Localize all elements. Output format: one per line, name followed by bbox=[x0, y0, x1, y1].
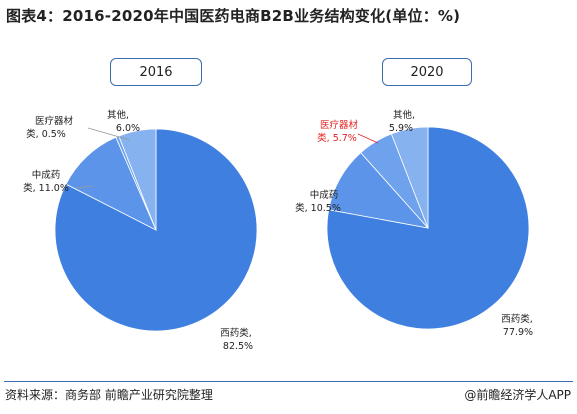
pie-2020-slice-3 bbox=[390, 126, 429, 229]
brand-credit: @前瞻经济学人APP bbox=[464, 388, 571, 402]
label-2020-western-name: 西药类, bbox=[501, 313, 533, 325]
label-2016-device-name: 医疗器材 bbox=[35, 115, 74, 127]
pie-title-2020: 2020 bbox=[382, 58, 472, 86]
label-2016-western-value: 82.5% bbox=[223, 341, 253, 352]
label-2016-other-value: 6.0% bbox=[116, 123, 140, 134]
leader-line-2020-device bbox=[357, 133, 379, 144]
label-2020-device-value: 类, 5.7% bbox=[317, 132, 357, 144]
pie-2020 bbox=[326, 126, 530, 330]
label-2020-tcm-name: 中成药 bbox=[310, 189, 339, 201]
label-2016-western-name: 西药类, bbox=[220, 327, 252, 339]
pie-2016-slice-3 bbox=[118, 128, 157, 231]
label-2016-other-name: 其他, bbox=[107, 109, 129, 121]
pie-title-2016: 2016 bbox=[110, 58, 202, 86]
pie-2016 bbox=[54, 128, 258, 332]
label-2020-other-name: 其他, bbox=[393, 109, 415, 121]
label-2016-tcm-value: 类, 11.0% bbox=[23, 182, 69, 194]
source-note: 资料来源：商务部 前瞻产业研究院整理 bbox=[5, 388, 213, 402]
label-2016-device-value: 类, 0.5% bbox=[26, 128, 66, 140]
leader-line-2016-tcm bbox=[75, 185, 94, 189]
label-2016-tcm-name: 中成药 bbox=[32, 169, 61, 181]
pie-2020-slice-0 bbox=[326, 126, 530, 330]
label-2020-western-value: 77.9% bbox=[503, 327, 533, 338]
label-2020-device-name: 医疗器材 bbox=[320, 119, 359, 131]
pie-2016-slice-1 bbox=[65, 136, 157, 231]
footer-divider bbox=[4, 381, 573, 382]
leader-line-2016-device bbox=[87, 127, 131, 141]
chart-title: 图表4：2016-2020年中国医药电商B2B业务结构变化(单位：%) bbox=[6, 7, 461, 25]
label-2020-other-value: 5.9% bbox=[389, 123, 413, 134]
label-2020-tcm-value: 类, 10.5% bbox=[295, 202, 341, 214]
